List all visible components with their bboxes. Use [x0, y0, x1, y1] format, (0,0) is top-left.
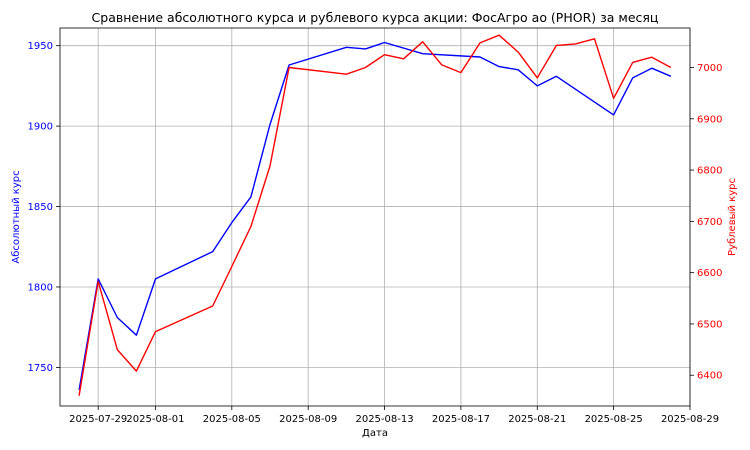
y-right-tick-label: 6900	[697, 114, 722, 125]
x-axis-ticks: 2025-07-29 2025-08-01 2025-08-05 2025-08-09…	[69, 406, 719, 425]
x-tick-label: 2025-08-25	[585, 414, 643, 425]
series-lines	[78, 34, 672, 396]
y-left-tick-label: 1850	[28, 202, 53, 213]
plot-frame	[59, 27, 691, 407]
y-left-tick-label: 1900	[28, 122, 53, 133]
x-tick-label: 2025-08-29	[661, 414, 719, 425]
y-right-tick-label: 6800	[697, 166, 722, 177]
x-tick-label: 2025-08-05	[203, 414, 261, 425]
y-right-tick-label: 6500	[697, 319, 722, 330]
y-left-tick-label: 1950	[28, 41, 53, 52]
y-axis-left-ticks: 1750 1800 1850 1900 1950	[28, 41, 60, 374]
y-axis-right-label: Рублевый курс	[727, 178, 738, 256]
chart-title: Сравнение абсолютного курса и рублевого …	[92, 10, 659, 25]
x-tick-label: 2025-07-29	[69, 414, 127, 425]
y-right-tick-label: 7000	[697, 63, 722, 74]
y-axis-left-label: Абсолютный курс	[11, 170, 22, 263]
y-axis-right-ticks: 6400 6500 6600 6700 6800 6900 7000	[690, 63, 722, 382]
x-tick-label: 2025-08-01	[126, 414, 184, 425]
x-tick-label: 2025-08-17	[432, 414, 490, 425]
ruble-price-line	[78, 34, 672, 396]
y-left-tick-label: 1800	[28, 282, 53, 293]
y-right-tick-label: 6700	[697, 217, 722, 228]
y-right-tick-label: 6400	[697, 371, 722, 382]
x-tick-label: 2025-08-13	[355, 414, 413, 425]
y-right-tick-label: 6600	[697, 268, 722, 279]
grid	[60, 28, 691, 406]
x-tick-label: 2025-08-21	[508, 414, 566, 425]
absolute-price-line	[78, 41, 672, 391]
x-tick-label: 2025-08-09	[279, 414, 337, 425]
y-left-tick-label: 1750	[28, 363, 53, 374]
x-axis-label: Дата	[362, 428, 388, 439]
